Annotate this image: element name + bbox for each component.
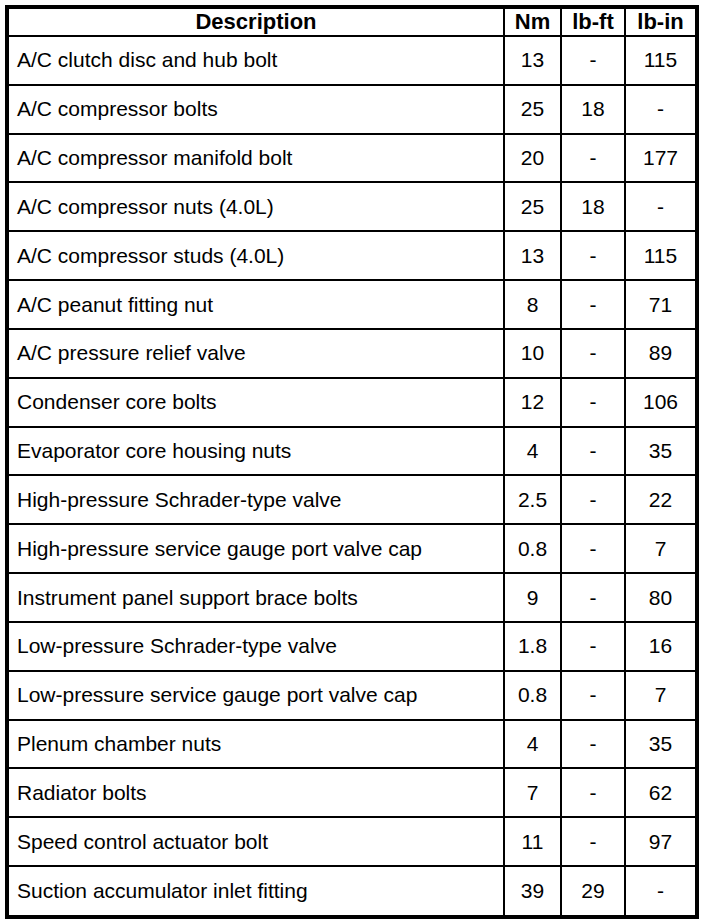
row-nm-value: 4 bbox=[504, 720, 561, 769]
row-lbin-value: 115 bbox=[625, 36, 697, 85]
row-lbin-value: 97 bbox=[625, 817, 697, 866]
table-row: Plenum chamber nuts4-35 bbox=[7, 720, 697, 769]
row-description: Instrument panel support brace bolts bbox=[7, 573, 504, 622]
row-description: A/C compressor bolts bbox=[7, 85, 504, 134]
table-row: A/C compressor manifold bolt20-177 bbox=[7, 134, 697, 183]
row-lbft-value: - bbox=[561, 671, 625, 720]
row-nm-value: 1.8 bbox=[504, 622, 561, 671]
torque-spec-table: Description Nm lb-ft lb-in A/C clutch di… bbox=[5, 5, 699, 919]
row-lbin-value: 7 bbox=[625, 671, 697, 720]
table-row: Instrument panel support brace bolts9-80 bbox=[7, 573, 697, 622]
row-nm-value: 0.8 bbox=[504, 524, 561, 573]
row-lbin-value: 16 bbox=[625, 622, 697, 671]
row-description: High-pressure Schrader-type valve bbox=[7, 475, 504, 524]
table-row: A/C compressor studs (4.0L)13-115 bbox=[7, 231, 697, 280]
row-description: Low-pressure service gauge port valve ca… bbox=[7, 671, 504, 720]
table-row: A/C compressor bolts2518- bbox=[7, 85, 697, 134]
table-row: Condenser core bolts12-106 bbox=[7, 378, 697, 427]
row-description: Low-pressure Schrader-type valve bbox=[7, 622, 504, 671]
row-nm-value: 25 bbox=[504, 85, 561, 134]
table-row: Radiator bolts7-62 bbox=[7, 768, 697, 817]
header-row: Description Nm lb-ft lb-in bbox=[7, 7, 697, 36]
row-lbft-value: - bbox=[561, 768, 625, 817]
row-nm-value: 7 bbox=[504, 768, 561, 817]
column-header-lbft: lb-ft bbox=[561, 7, 625, 36]
row-description: A/C clutch disc and hub bolt bbox=[7, 36, 504, 85]
row-nm-value: 9 bbox=[504, 573, 561, 622]
row-lbin-value: 35 bbox=[625, 427, 697, 476]
row-lbft-value: 29 bbox=[561, 866, 625, 917]
column-header-description: Description bbox=[7, 7, 504, 36]
row-lbin-value: 35 bbox=[625, 720, 697, 769]
table-row: Suction accumulator inlet fitting3929- bbox=[7, 866, 697, 917]
row-lbft-value: - bbox=[561, 427, 625, 476]
row-description: Evaporator core housing nuts bbox=[7, 427, 504, 476]
table-row: High-pressure Schrader-type valve2.5-22 bbox=[7, 475, 697, 524]
row-nm-value: 12 bbox=[504, 378, 561, 427]
row-lbin-value: - bbox=[625, 182, 697, 231]
row-lbft-value: - bbox=[561, 134, 625, 183]
row-lbft-value: - bbox=[561, 475, 625, 524]
row-description: A/C pressure relief valve bbox=[7, 329, 504, 378]
row-lbin-value: 106 bbox=[625, 378, 697, 427]
table-row: Speed control actuator bolt11-97 bbox=[7, 817, 697, 866]
row-description: Radiator bolts bbox=[7, 768, 504, 817]
row-lbin-value: 71 bbox=[625, 280, 697, 329]
row-nm-value: 13 bbox=[504, 36, 561, 85]
row-description: A/C compressor studs (4.0L) bbox=[7, 231, 504, 280]
row-lbin-value: - bbox=[625, 866, 697, 917]
row-lbft-value: - bbox=[561, 329, 625, 378]
row-nm-value: 13 bbox=[504, 231, 561, 280]
row-lbft-value: - bbox=[561, 524, 625, 573]
row-nm-value: 11 bbox=[504, 817, 561, 866]
row-lbin-value: 80 bbox=[625, 573, 697, 622]
row-nm-value: 8 bbox=[504, 280, 561, 329]
row-nm-value: 25 bbox=[504, 182, 561, 231]
row-nm-value: 10 bbox=[504, 329, 561, 378]
table-row: High-pressure service gauge port valve c… bbox=[7, 524, 697, 573]
column-header-lbin: lb-in bbox=[625, 7, 697, 36]
column-header-nm: Nm bbox=[504, 7, 561, 36]
row-nm-value: 20 bbox=[504, 134, 561, 183]
row-description: A/C peanut fitting nut bbox=[7, 280, 504, 329]
table-row: A/C clutch disc and hub bolt13-115 bbox=[7, 36, 697, 85]
row-lbft-value: 18 bbox=[561, 182, 625, 231]
row-description: A/C compressor manifold bolt bbox=[7, 134, 504, 183]
row-description: Speed control actuator bolt bbox=[7, 817, 504, 866]
row-description: Condenser core bolts bbox=[7, 378, 504, 427]
table-row: A/C compressor nuts (4.0L)2518- bbox=[7, 182, 697, 231]
row-lbft-value: - bbox=[561, 573, 625, 622]
row-description: A/C compressor nuts (4.0L) bbox=[7, 182, 504, 231]
row-lbin-value: 177 bbox=[625, 134, 697, 183]
table-row: A/C pressure relief valve10-89 bbox=[7, 329, 697, 378]
row-nm-value: 39 bbox=[504, 866, 561, 917]
row-description: Suction accumulator inlet fitting bbox=[7, 866, 504, 917]
row-nm-value: 4 bbox=[504, 427, 561, 476]
row-description: Plenum chamber nuts bbox=[7, 720, 504, 769]
row-lbin-value: 89 bbox=[625, 329, 697, 378]
table-row: Low-pressure Schrader-type valve1.8-16 bbox=[7, 622, 697, 671]
row-nm-value: 0.8 bbox=[504, 671, 561, 720]
document-page: Description Nm lb-ft lb-in A/C clutch di… bbox=[0, 0, 704, 924]
row-lbft-value: - bbox=[561, 36, 625, 85]
row-lbft-value: - bbox=[561, 622, 625, 671]
row-lbft-value: 18 bbox=[561, 85, 625, 134]
row-lbft-value: - bbox=[561, 378, 625, 427]
row-lbft-value: - bbox=[561, 231, 625, 280]
row-nm-value: 2.5 bbox=[504, 475, 561, 524]
row-lbft-value: - bbox=[561, 280, 625, 329]
row-description: High-pressure service gauge port valve c… bbox=[7, 524, 504, 573]
row-lbin-value: 7 bbox=[625, 524, 697, 573]
table-row: A/C peanut fitting nut8-71 bbox=[7, 280, 697, 329]
row-lbin-value: - bbox=[625, 85, 697, 134]
table-body: A/C clutch disc and hub bolt13-115A/C co… bbox=[7, 36, 697, 917]
row-lbin-value: 62 bbox=[625, 768, 697, 817]
table-row: Evaporator core housing nuts4-35 bbox=[7, 427, 697, 476]
row-lbin-value: 22 bbox=[625, 475, 697, 524]
row-lbft-value: - bbox=[561, 720, 625, 769]
table-row: Low-pressure service gauge port valve ca… bbox=[7, 671, 697, 720]
row-lbin-value: 115 bbox=[625, 231, 697, 280]
row-lbft-value: - bbox=[561, 817, 625, 866]
